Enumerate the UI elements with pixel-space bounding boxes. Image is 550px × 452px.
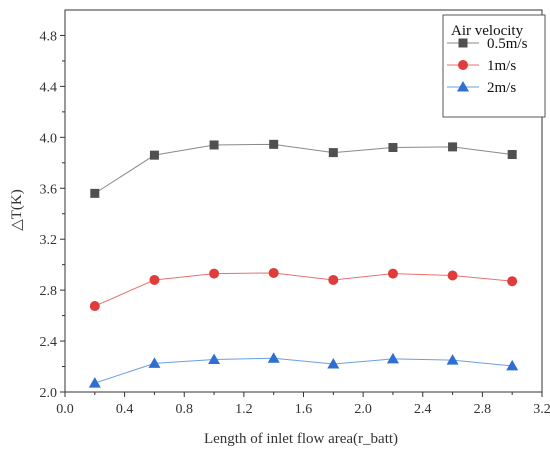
legend-marker [457,81,469,92]
data-point [267,352,280,363]
data-point [90,188,100,198]
data-point [209,268,220,279]
data-point [89,301,100,312]
series-line [94,143,513,194]
data-point [507,276,518,287]
legend-item: 2m/s [447,80,516,96]
series-0 [90,139,517,198]
data-point [327,357,340,369]
data-point [328,274,339,285]
y-tick-label: 3.6 [40,182,58,197]
y-tick-label: 4.4 [40,80,58,95]
series-line [94,272,513,307]
x-tick-label: 1.2 [235,402,253,417]
series-line [94,357,513,384]
data-point [328,148,338,158]
y-tick-label: 2.0 [40,386,58,401]
data-point [388,143,398,153]
x-axis-title: Length of inlet flow area(r_batt) [204,431,398,447]
x-tick-label: 0.8 [176,402,194,417]
y-axis-title: △T(K) [9,189,25,231]
legend-item: 1m/s [447,58,516,74]
y-tick-label: 3.2 [40,233,58,248]
data-point [149,150,159,160]
data-point [447,270,458,281]
series-2 [88,352,519,388]
series-group [88,139,519,388]
tick-marks: 0.0 0.4 0.8 1.2 1.6 2.0 2.4 2.8 3.2 2.0 2.4 2.8 3.2 3… [40,29,550,417]
x-tick-label: 2.4 [414,402,432,417]
legend-item: 0.5m/s [447,36,528,52]
data-point [507,150,517,160]
legend: Air velocity 0.5m/s 1m/s 2m/s [442,14,546,118]
legend-label: 2m/s [487,80,516,96]
data-point [148,357,161,368]
x-tick-label: 0.4 [116,402,134,417]
data-point [209,140,219,150]
y-tick-label: 2.8 [40,284,58,299]
legend-label: 1m/s [487,58,516,74]
data-point [446,354,459,365]
data-point [386,352,399,364]
data-point [149,274,160,285]
x-tick-label: 0.0 [56,402,74,417]
data-point [268,267,279,278]
legend-title: Air velocity [451,23,524,39]
series-1 [89,267,518,312]
data-point [506,359,519,371]
data-point [387,268,398,279]
y-tick-label: 4.0 [40,131,58,146]
y-tick-label: 4.8 [40,29,58,44]
x-tick-label: 2.8 [474,402,492,417]
data-point [208,353,221,365]
legend-marker [458,60,468,70]
x-tick-label: 2.0 [354,402,372,417]
y-tick-label: 2.4 [40,335,58,350]
x-tick-label: 3.2 [533,402,550,417]
data-point [448,142,458,152]
data-point [88,377,101,388]
x-tick-label: 1.6 [295,402,313,417]
legend-label: 0.5m/s [487,36,528,52]
legend-items: 0.5m/s 1m/s 2m/s [447,36,528,96]
data-point [269,139,279,149]
legend-marker [458,38,468,48]
